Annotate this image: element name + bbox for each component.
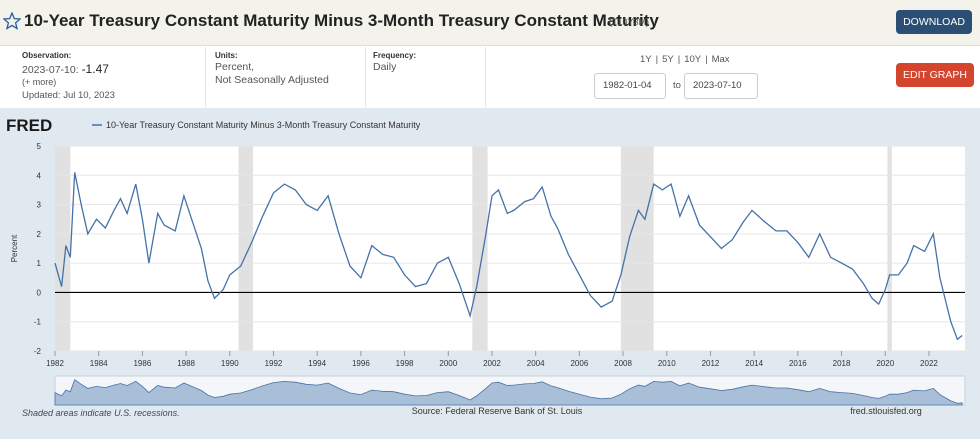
y-tick-label: 0 [37, 288, 42, 297]
footer-note: Shaded areas indicate U.S. recessions. [22, 408, 180, 418]
x-tick-label: 2008 [614, 359, 632, 368]
download-label: DOWNLOAD [903, 16, 965, 28]
x-tick-label: 1998 [396, 359, 414, 368]
edit-graph-label: EDIT GRAPH [903, 69, 967, 81]
x-tick-label: 2016 [789, 359, 807, 368]
title: 10-Year Treasury Constant Maturity Minus… [24, 11, 659, 30]
x-tick-label: 1984 [90, 359, 108, 368]
edit-graph-button[interactable]: EDIT GRAPH [896, 63, 974, 87]
to-label: to [673, 80, 681, 91]
line-series [54, 172, 963, 341]
divider [205, 47, 206, 107]
y-axis-label: Percent [10, 234, 19, 262]
range-link[interactable]: 10Y [684, 54, 702, 65]
end-date: 2023-07-10 [693, 80, 742, 91]
divider [485, 47, 486, 107]
x-tick-label: 2002 [483, 359, 501, 368]
observation-label: Observation: [22, 51, 72, 60]
units: Percent, [215, 61, 255, 73]
download-button[interactable]: DOWNLOAD [896, 10, 972, 34]
star-icon[interactable] [3, 12, 21, 30]
x-tick-label: 2014 [745, 359, 763, 368]
units-label: Units: [215, 51, 238, 60]
x-tick-label: 2010 [658, 359, 676, 368]
plot-area [55, 146, 965, 351]
x-tick-label: 2000 [439, 359, 457, 368]
y-tick-label: 4 [37, 171, 42, 180]
x-tick-label: 2022 [920, 359, 938, 368]
recession-band [887, 146, 892, 351]
recession-band [472, 146, 488, 351]
x-tick-label: 2004 [527, 359, 545, 368]
y-tick-label: 5 [37, 142, 42, 151]
end-date-input[interactable]: 2023-07-10 [684, 73, 758, 99]
separator: | [677, 54, 681, 65]
separator: | [655, 54, 659, 65]
y-tick-label: -2 [34, 347, 42, 356]
divider [365, 47, 366, 107]
start-date-input[interactable]: 1982-01-04 [594, 73, 666, 99]
series-id: (T10Y3M) [609, 17, 650, 27]
x-tick-label: 2018 [833, 359, 851, 368]
x-tick-label: 1988 [177, 359, 195, 368]
recession-band [55, 146, 71, 351]
units: Not Seasonally Adjusted [215, 74, 329, 86]
y-tick-label: 2 [37, 230, 42, 239]
updated: Updated: Jul 10, 2023 [22, 90, 115, 101]
observation-date: 2023-07-10: [22, 64, 79, 76]
x-tick-label: 1994 [308, 359, 326, 368]
x-tick-label: 2020 [876, 359, 894, 368]
range-link[interactable]: Max [711, 54, 730, 65]
x-tick-label: 1992 [265, 359, 283, 368]
fred-logo: FRED [6, 116, 52, 135]
footer-source: Source: Federal Reserve Bank of St. Loui… [412, 406, 583, 416]
frequency: Daily [373, 61, 397, 73]
x-tick-label: 2006 [570, 359, 588, 368]
header: 10-Year Treasury Constant Maturity Minus… [0, 0, 980, 46]
x-tick-label: 2012 [702, 359, 720, 368]
y-tick-label: 3 [37, 201, 42, 210]
observation-value: -1.47 [81, 62, 109, 76]
footer-site: fred.stlouisfed.org [850, 406, 922, 416]
x-tick-label: 1982 [46, 359, 64, 368]
frequency-label: Frequency: [373, 51, 417, 60]
x-tick-label: 1996 [352, 359, 370, 368]
x-tick-label: 1990 [221, 359, 239, 368]
y-tick-label: 1 [37, 259, 42, 268]
more-link[interactable]: (+ more) [22, 77, 57, 87]
x-tick-label: 1986 [133, 359, 151, 368]
y-tick-label: -1 [34, 318, 42, 327]
legend-label: 10-Year Treasury Constant Maturity Minus… [106, 120, 421, 130]
start-date: 1982-01-04 [603, 80, 652, 91]
navigator-series [54, 379, 963, 406]
recession-band [620, 146, 654, 351]
separator: | [705, 54, 708, 65]
range-link[interactable]: 5Y [662, 54, 674, 65]
chart: FRED Shaded areas indicate U.S. recessio… [0, 108, 980, 439]
range-links: 1Y | 5Y | 10Y | Max [640, 54, 730, 65]
recession-band [238, 146, 253, 351]
range-link[interactable]: 1Y [640, 54, 652, 65]
